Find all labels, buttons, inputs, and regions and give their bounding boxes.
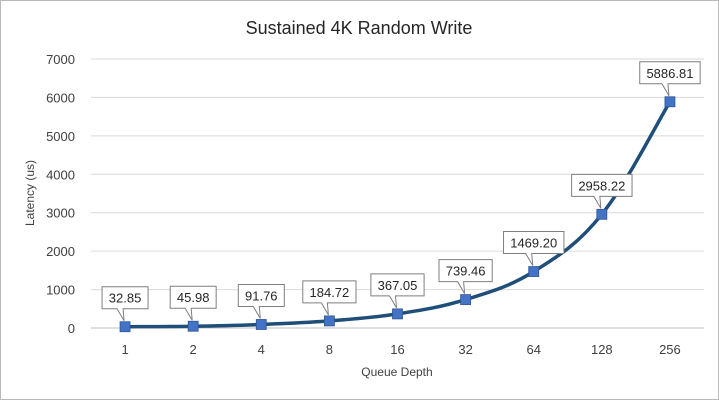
data-label: 367.05 (378, 278, 418, 293)
y-tick-label: 2000 (46, 244, 75, 259)
data-label: 32.85 (109, 291, 142, 306)
y-tick-label: 1000 (46, 283, 75, 298)
data-point-marker (460, 294, 472, 305)
data-point-marker (596, 208, 608, 220)
x-tick-label: 128 (591, 342, 613, 357)
x-tick-label: 1 (121, 342, 128, 357)
data-label: 5886.81 (646, 66, 693, 81)
x-axis-title: Queue Depth (361, 365, 432, 379)
data-label-callout: 739.46 (438, 259, 493, 294)
series-layer (119, 96, 676, 333)
data-label-box (302, 280, 357, 316)
y-tick-labels: 0 1000 2000 3000 4000 5000 6000 7000 (46, 52, 75, 336)
data-point-marker (119, 321, 131, 333)
y-tick-label: 0 (68, 321, 75, 336)
x-tick-label: 32 (458, 342, 472, 357)
x-tick-labels: 1 2 4 8 16 32 64 128 256 (121, 342, 680, 357)
data-label-callout: 184.72 (302, 280, 357, 316)
data-point-marker (255, 319, 267, 330)
data-labels: 32.85 45.98 91.76 184.72 367.05 739.46 1469.20… (101, 61, 701, 321)
data-label-box (639, 61, 701, 97)
data-label-box (101, 286, 149, 321)
data-label-box (503, 231, 565, 266)
data-label-box (237, 283, 285, 319)
data-label-callout: 91.76 (237, 283, 285, 319)
y-axis-title: Latency (us) (23, 160, 37, 226)
chart-title: Sustained 4K Random Write (246, 18, 473, 38)
data-label-callout: 32.85 (101, 286, 149, 321)
data-label: 2958.22 (578, 178, 625, 193)
data-label-box (370, 273, 425, 309)
y-tick-label: 7000 (46, 52, 75, 67)
data-label-callout: 1469.20 (503, 231, 565, 266)
x-tick-label: 16 (390, 342, 404, 357)
data-label-box (169, 285, 217, 321)
data-point-marker (664, 96, 676, 108)
x-tick-label: 64 (526, 342, 540, 357)
x-tick-label: 2 (190, 342, 197, 357)
data-label-callout: 367.05 (370, 273, 425, 309)
y-tick-label: 5000 (46, 129, 75, 144)
data-label-callout: 5886.81 (639, 61, 701, 97)
data-label-callout: 45.98 (169, 285, 217, 321)
data-label: 1469.20 (510, 236, 557, 251)
data-label-box (571, 173, 633, 209)
data-point-marker (392, 308, 403, 320)
data-label: 184.72 (310, 285, 350, 300)
x-tick-label: 256 (659, 342, 681, 357)
data-point-marker (528, 266, 540, 277)
data-point-marker (187, 320, 199, 332)
x-tick-label: 4 (258, 342, 265, 357)
x-tick-label: 8 (326, 342, 333, 357)
data-label: 739.46 (446, 264, 486, 279)
data-label: 45.98 (177, 290, 210, 305)
data-point-marker (323, 315, 335, 327)
y-tick-label: 6000 (46, 90, 75, 105)
data-label-callout: 2958.22 (571, 173, 633, 209)
y-tick-label: 3000 (46, 206, 75, 221)
y-tick-label: 4000 (46, 167, 75, 182)
data-label: 91.76 (245, 288, 278, 303)
data-label-box (438, 259, 493, 294)
